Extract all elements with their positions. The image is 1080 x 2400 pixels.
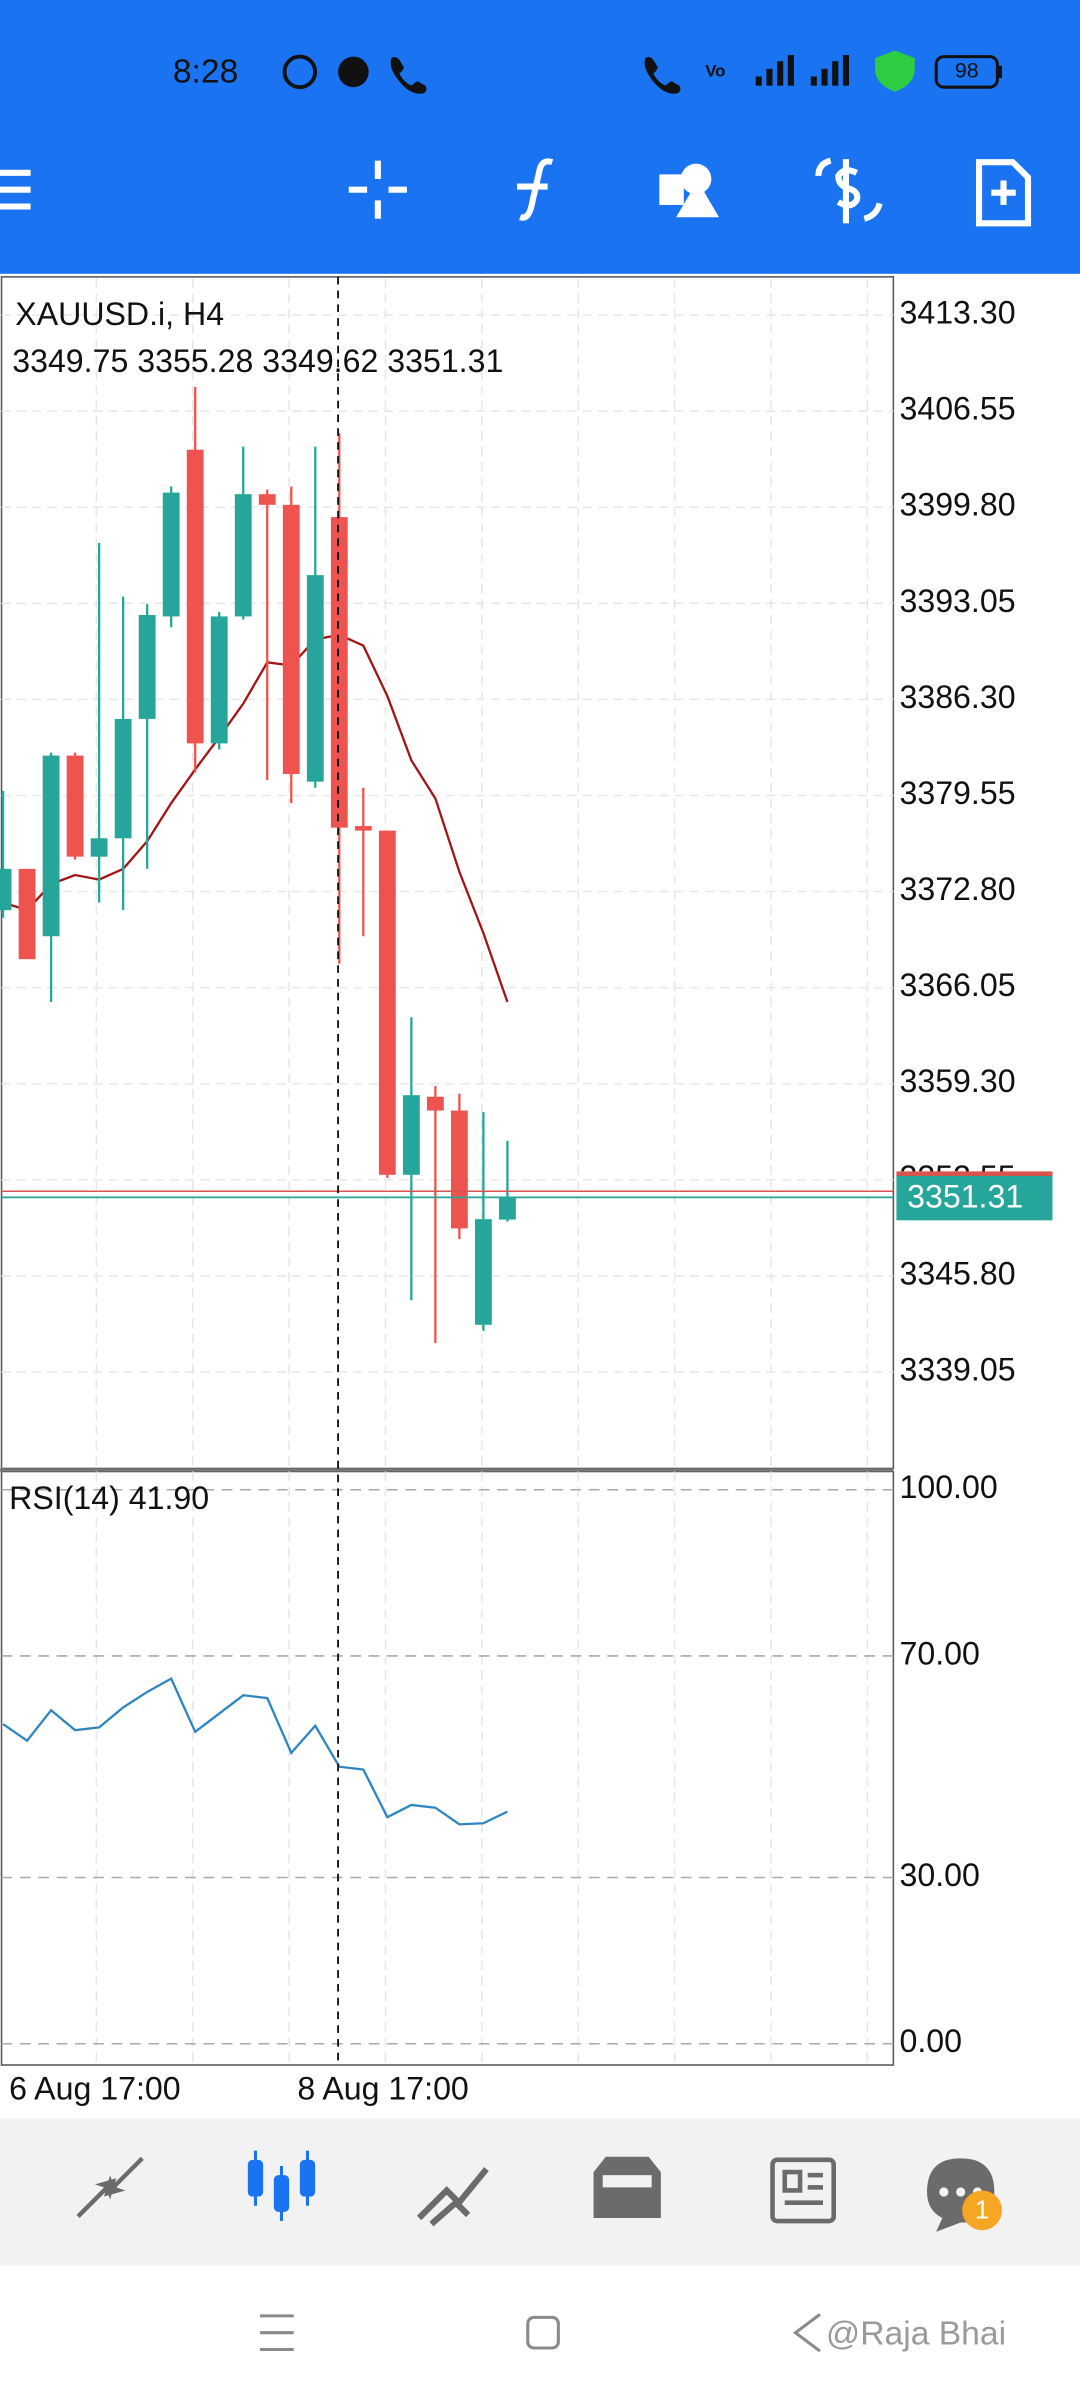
candle-body — [66, 755, 84, 857]
y-tick-label: 70.00 — [899, 1635, 979, 1671]
current-price-label: 3351.31 — [907, 1178, 1023, 1214]
nav-trade[interactable] — [416, 2167, 489, 2227]
candle-body — [282, 504, 300, 774]
objects-button[interactable] — [659, 163, 719, 218]
candle-body — [306, 575, 324, 782]
candle-body — [258, 494, 276, 505]
y-tick-label: 3366.05 — [899, 967, 1015, 1003]
indicators-button[interactable] — [517, 158, 554, 221]
ask-price-tag-edge — [896, 1171, 1053, 1176]
nav-quotes[interactable] — [76, 2156, 144, 2218]
nav-news[interactable] — [770, 2157, 837, 2224]
y-tick-label: 3399.80 — [899, 487, 1015, 523]
y-tick-label: 3386.30 — [899, 679, 1015, 715]
y-tick-label: 3339.05 — [899, 1351, 1015, 1387]
trade-button[interactable] — [815, 157, 883, 224]
ohlc-open: 3349.75 — [12, 344, 128, 380]
y-tick-label: 30.00 — [899, 1857, 979, 1893]
status-time: 8:28 — [173, 53, 238, 90]
y-tick-label: 3359.30 — [899, 1063, 1015, 1099]
y-tick-label: 3379.55 — [899, 775, 1015, 811]
candle-body — [162, 492, 180, 617]
new-order-button[interactable] — [975, 159, 1032, 227]
status-app-icons — [282, 54, 427, 94]
nav-chart[interactable] — [247, 2150, 316, 2222]
rsi-line — [2, 1677, 508, 1826]
candle-body — [474, 1219, 492, 1325]
rsi-pane-frame — [0, 1470, 895, 2066]
ohlc-high: 3355.28 — [137, 344, 253, 380]
y-tick-label: 3406.55 — [899, 391, 1015, 427]
moving-average — [2, 633, 509, 1003]
vertical-grid — [95, 278, 869, 2064]
candle-body — [186, 449, 204, 744]
chart-layers: 3413.30 3406.55 3399.80 3393.05 3386.30 3379.… — [0, 295, 1053, 2106]
home-button[interactable] — [526, 2315, 560, 2350]
x-tick-label: 8 Aug 17:00 — [297, 2070, 468, 2106]
bottom-nav — [0, 2118, 1080, 2266]
candle-body — [330, 517, 348, 828]
current-price-tag — [896, 1174, 1053, 1221]
candle-body — [114, 718, 132, 839]
candle-body — [42, 755, 60, 937]
y-tick-label: 3372.80 — [899, 871, 1015, 907]
menu-button[interactable] — [0, 169, 31, 210]
candle-body — [402, 1095, 420, 1175]
price-pane-frame — [0, 276, 895, 1470]
rsi-title: RSI(14) 41.90 — [9, 1480, 209, 1516]
ohlc-low: 3349.62 — [262, 344, 378, 380]
crosshair-button[interactable] — [348, 160, 407, 219]
y-tick-label: 0.00 — [899, 2023, 962, 2059]
candle-body — [426, 1096, 444, 1111]
nav-history[interactable] — [593, 2156, 661, 2218]
candle-body — [234, 494, 252, 617]
candle-body — [354, 826, 372, 831]
candle-body — [138, 614, 156, 719]
symbol-title: XAUUSD.i, H4 — [15, 296, 224, 332]
app-bar — [0, 0, 1080, 274]
candle-body — [18, 868, 36, 960]
nav-chat[interactable] — [927, 2158, 1002, 2232]
candle-body — [450, 1110, 468, 1229]
candle-body — [499, 1197, 516, 1220]
back-button[interactable] — [792, 2313, 821, 2353]
svg-text:Vo: Vo — [705, 61, 725, 80]
candle-body — [90, 838, 108, 857]
y-tick-label: 3345.80 — [899, 1255, 1015, 1291]
candle-body — [0, 868, 12, 911]
battery-level: 98 — [955, 59, 979, 83]
ohlc-readout: 3349.75 3355.28 3349.62 3351.31 — [12, 344, 503, 380]
x-tick-label: 6 Aug 17:00 — [9, 2070, 180, 2106]
system-nav — [260, 2313, 821, 2353]
candle-body — [378, 830, 396, 1175]
candle-body — [210, 616, 228, 744]
toolbar — [0, 157, 1032, 227]
y-tick-label: 3393.05 — [899, 583, 1015, 619]
ohlc-close: 3351.31 — [387, 344, 503, 380]
y-tick-label: 100.00 — [899, 1469, 997, 1505]
recent-apps-button[interactable] — [260, 2314, 294, 2352]
chat-badge: 1 — [975, 2195, 989, 2225]
y-tick-label: 3413.30 — [899, 295, 1015, 331]
status-signal-icons: Vo — [644, 50, 1002, 94]
watermark: @Raja Bhai — [826, 2316, 1006, 2353]
